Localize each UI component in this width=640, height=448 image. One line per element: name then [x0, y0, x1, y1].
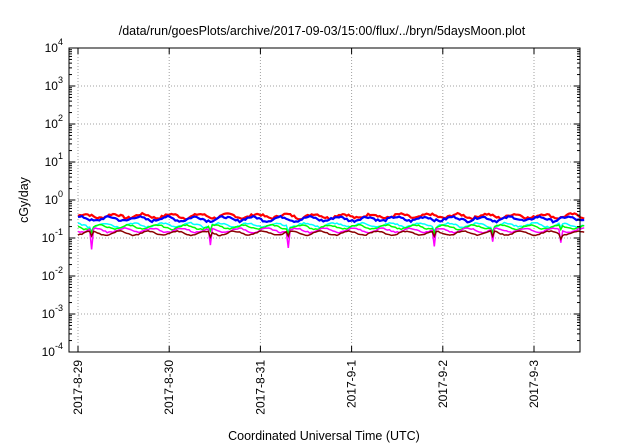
- x-tick-label: 2017-8-31: [253, 360, 267, 415]
- y-tick-label: 102: [45, 113, 63, 131]
- y-tick-label: 104: [45, 37, 63, 55]
- x-tick-label: 2017-9-1: [345, 360, 359, 408]
- grid: [69, 48, 580, 352]
- data-series-line: [78, 214, 585, 224]
- y-tick-label: 10-3: [42, 303, 63, 321]
- y-tick-label: 10-2: [42, 265, 63, 283]
- y-ticks: 10-4 10-3 10-2 10-1 100 101 102 103 104: [42, 37, 580, 359]
- x-ticks: 2017-8-29 2017-8-30 2017-8-31 2017-9-1 2017-…: [71, 48, 541, 415]
- x-tick-label: 2017-9-3: [527, 360, 541, 408]
- data-series-line: [77, 223, 585, 236]
- y-tick-label: 10-4: [42, 341, 63, 359]
- x-axis-label: Coordinated Universal Time (UTC): [228, 429, 420, 443]
- y-tick-label: 10-1: [42, 227, 63, 245]
- data-series-line: [77, 229, 585, 241]
- series-group: [77, 211, 585, 250]
- y-tick-label: 100: [45, 189, 63, 207]
- x-tick-label: 2017-9-2: [436, 360, 450, 408]
- y-tick-label: 103: [45, 75, 63, 93]
- y-axis-label: cGy/day: [17, 176, 31, 223]
- x-tick-label: 2017-8-30: [162, 360, 176, 415]
- y-tick-label: 101: [45, 151, 63, 169]
- chart-title: /data/run/goesPlots/archive/2017-09-03/1…: [119, 24, 526, 38]
- data-series-line: [77, 226, 585, 250]
- x-tick-label: 2017-8-29: [71, 360, 85, 415]
